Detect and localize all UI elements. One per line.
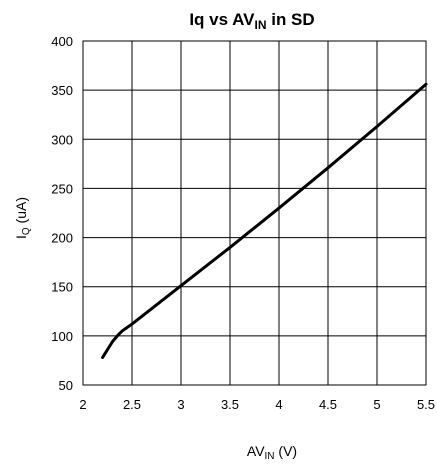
x-tick-label: 5 [373, 397, 380, 412]
x-tick-label: 5.5 [417, 397, 435, 412]
y-tick-label: 250 [51, 181, 73, 196]
grid [82, 40, 427, 386]
x-tick-label: 4 [275, 397, 282, 412]
y-tick-label: 400 [51, 34, 73, 49]
y-tick-label: 50 [59, 378, 73, 393]
y-axis-ticks: 50 100 150 200 250 300 350 400 [51, 34, 73, 393]
x-axis-ticks: 2 2.5 3 3.5 4 4.5 5 5.5 [79, 397, 435, 412]
x-tick-label: 2 [79, 397, 86, 412]
x-tick-label: 3.5 [221, 397, 239, 412]
y-tick-label: 300 [51, 132, 73, 147]
series-line [101, 82, 428, 359]
x-tick-label: 2.5 [123, 397, 141, 412]
y-tick-label: 100 [51, 329, 73, 344]
x-tick-label: 3 [177, 397, 184, 412]
chart-title: Iq vs AVIN in SD [189, 10, 314, 32]
y-tick-label: 200 [51, 231, 73, 246]
y-tick-label: 150 [51, 280, 73, 295]
x-axis-title: AVIN (V) [247, 443, 297, 462]
y-axis-title: IQ (uA) [13, 197, 32, 239]
plot-area [82, 40, 427, 386]
y-tick-label: 350 [51, 83, 73, 98]
x-tick-label: 4.5 [319, 397, 337, 412]
